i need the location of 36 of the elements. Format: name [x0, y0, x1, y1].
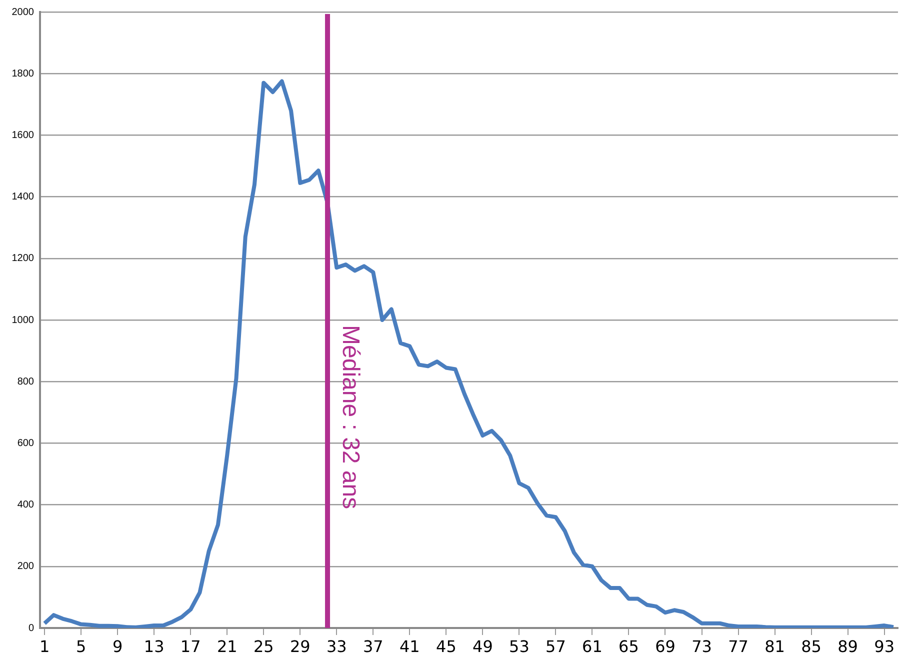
y-tick-label: 400 [17, 500, 34, 511]
x-tick-label: 21 [216, 636, 238, 656]
y-tick-label: 1000 [12, 314, 34, 326]
x-tick-label: 73 [692, 636, 712, 656]
x-tick-label: 89 [838, 636, 858, 656]
x-tick-label: 77 [728, 636, 748, 656]
x-tick-label: 25 [253, 636, 274, 656]
y-tick-label: 1600 [12, 130, 34, 141]
y-tick-label: 1800 [12, 68, 34, 80]
x-tick-label: 33 [326, 636, 347, 656]
x-tick-label: 81 [764, 636, 785, 656]
x-tick-label: 49 [472, 636, 493, 656]
x-tick-label: 41 [399, 636, 420, 656]
x-tick-label: 29 [290, 636, 310, 656]
y-tick-label: 800 [17, 376, 34, 388]
y-tick-label: 200 [17, 561, 34, 572]
x-tick-label: 65 [618, 636, 639, 656]
x-tick-label: 57 [546, 636, 566, 656]
y-tick-label: 1200 [12, 253, 34, 264]
y-tick-label: 2000 [12, 6, 34, 18]
x-tick-label: 45 [436, 636, 456, 656]
y-tick-label: 0 [28, 622, 34, 634]
x-tick-label: 61 [582, 636, 602, 656]
x-tick-label: 1 [39, 636, 50, 656]
x-tick-label: 69 [655, 636, 676, 656]
x-tick-label: 37 [362, 636, 384, 656]
y-tick-label: 600 [17, 438, 34, 449]
x-tick-label: 53 [509, 636, 530, 656]
y-tick-label: 1400 [12, 192, 34, 203]
x-tick-label: 85 [801, 636, 822, 656]
x-tick-label: 17 [180, 636, 201, 656]
x-tick-label: 93 [874, 636, 894, 656]
x-tick-label: 5 [76, 636, 86, 656]
x-tick-label: 9 [112, 636, 123, 656]
x-tick-label: 13 [144, 636, 164, 656]
ref-line-label: Médiane : 32 ans [336, 325, 364, 510]
